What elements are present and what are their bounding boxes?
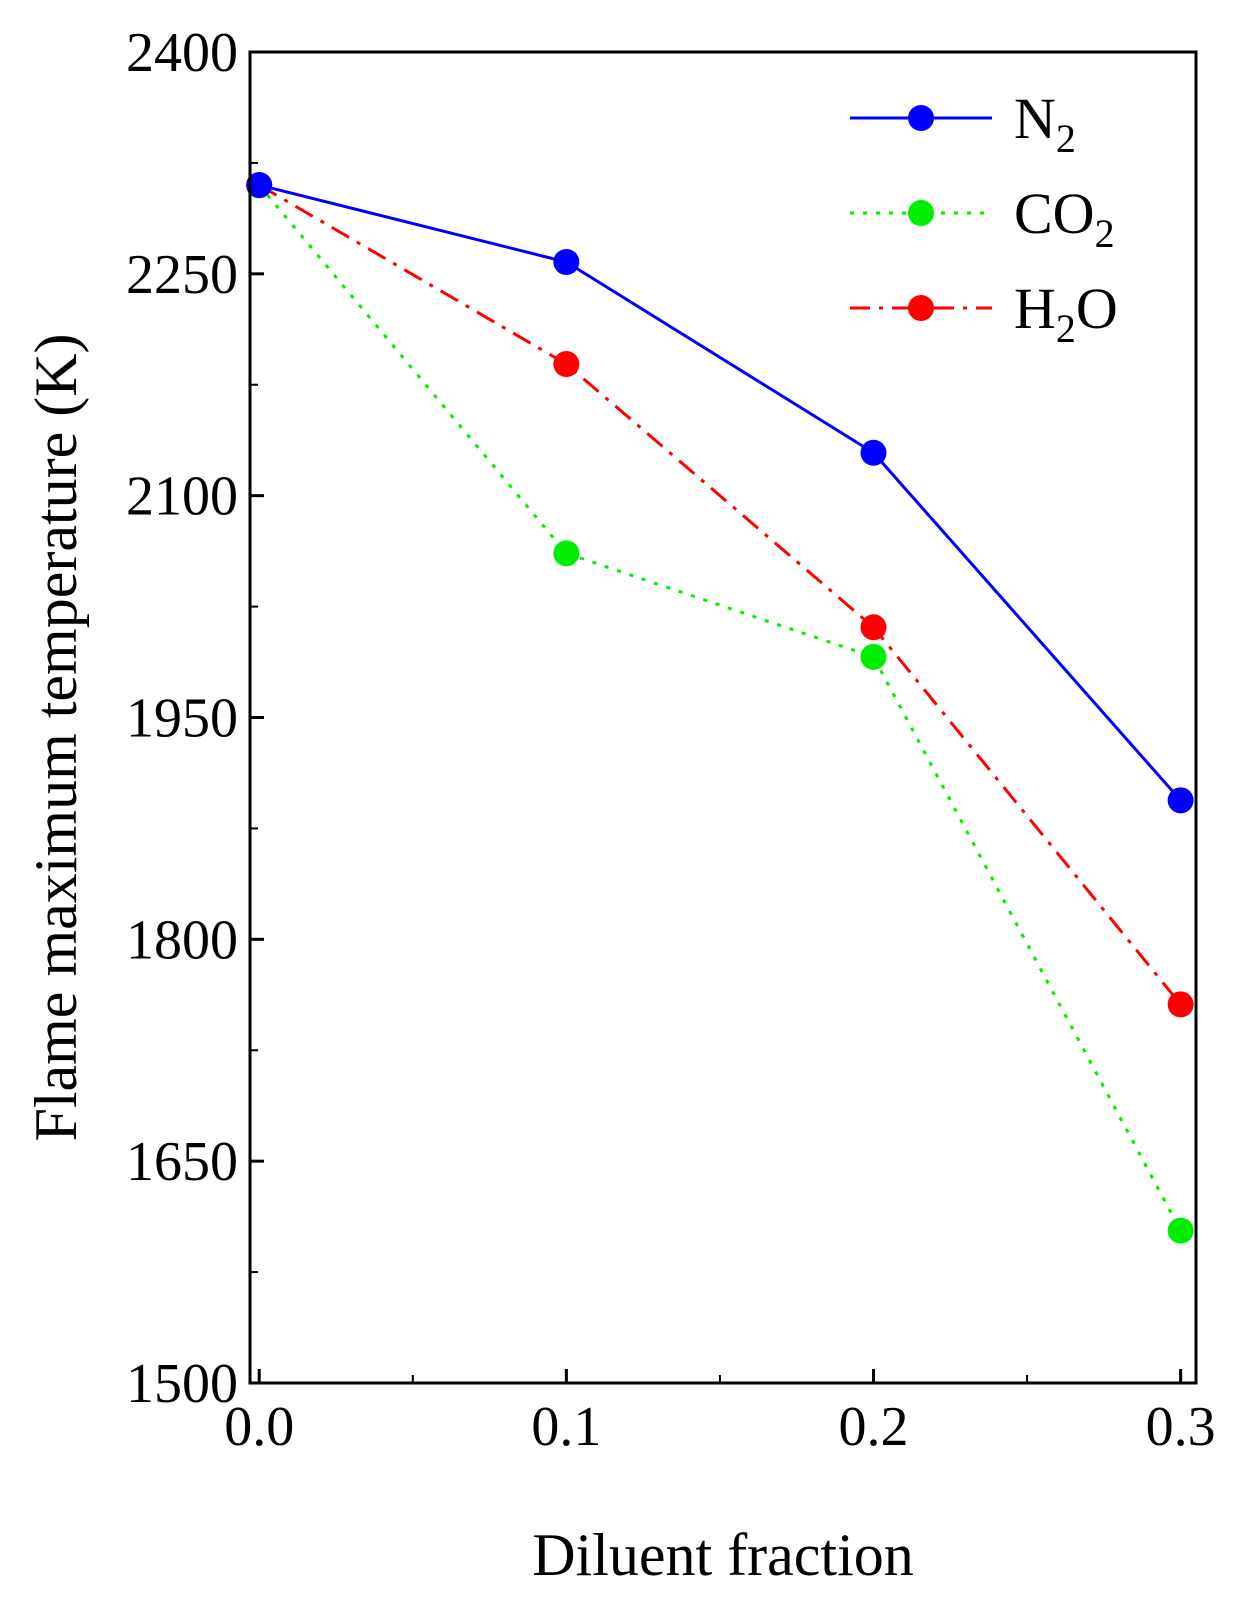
legend-marker-CO2 bbox=[908, 200, 934, 226]
x-tick-label: 0.1 bbox=[531, 1396, 601, 1458]
series-layer bbox=[246, 172, 1194, 1244]
y-tick-label: 1800 bbox=[126, 909, 238, 971]
x-tick-label: 0.2 bbox=[839, 1396, 909, 1458]
data-point-N2 bbox=[553, 249, 580, 276]
y-tick-label: 1950 bbox=[126, 688, 238, 750]
y-tick-label: 2250 bbox=[126, 244, 238, 306]
data-point-N2 bbox=[860, 439, 887, 466]
legend-label-N2: N2 bbox=[1014, 86, 1076, 161]
plot-frame bbox=[248, 50, 1198, 1385]
x-axis-title: Diluent fraction bbox=[532, 1522, 914, 1588]
x-tick-label: 0.0 bbox=[224, 1396, 294, 1458]
legend-label-CO2: CO2 bbox=[1014, 181, 1115, 256]
legend: N2 CO2 H2O bbox=[850, 86, 1118, 351]
tick-layer: 0.0 0.1 0.2 0.3 1500 1650 1800 1950 2100 2250 2400 bbox=[126, 22, 1216, 1458]
y-axis-title: Flame maximum temperature (K) bbox=[23, 333, 89, 1141]
data-point-H2O bbox=[553, 351, 580, 378]
y-tick-label: 2400 bbox=[126, 22, 238, 84]
data-point-H2O bbox=[860, 614, 887, 641]
series-line-N2 bbox=[258, 183, 1182, 802]
legend-marker-H2O bbox=[908, 295, 934, 321]
data-point-CO2 bbox=[860, 643, 887, 670]
data-point-H2O bbox=[1167, 991, 1194, 1018]
data-point-CO2 bbox=[1167, 1217, 1194, 1244]
data-point-CO2 bbox=[553, 540, 580, 567]
series-line-CO2 bbox=[258, 184, 1182, 1232]
legend-marker-N2 bbox=[908, 105, 934, 131]
y-tick-label: 2100 bbox=[126, 466, 238, 528]
data-point-N2 bbox=[246, 172, 273, 199]
data-point-N2 bbox=[1167, 787, 1194, 814]
x-tick-label: 0.3 bbox=[1146, 1396, 1216, 1458]
legend-label-H2O: H2O bbox=[1014, 276, 1118, 351]
y-tick-label: 1650 bbox=[126, 1131, 238, 1193]
series-line-H2O bbox=[258, 183, 1182, 1006]
y-tick-label: 1500 bbox=[126, 1353, 238, 1415]
